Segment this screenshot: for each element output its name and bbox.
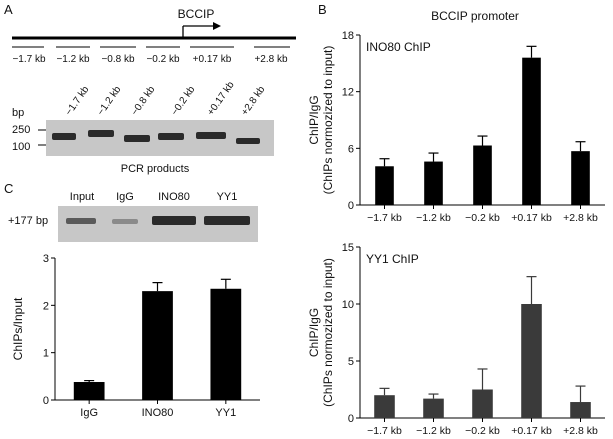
- y-tick-label: 10: [342, 299, 354, 311]
- tss-arrow-icon: [182, 22, 221, 38]
- y-tick-label: 3: [43, 253, 49, 265]
- bar: [521, 304, 542, 418]
- region-label: −0.8 kb: [101, 54, 135, 65]
- panel-a-letter: A: [4, 2, 13, 17]
- y-tick-label: 0: [43, 395, 49, 407]
- x-tick-label: −0.2 kb: [465, 425, 500, 437]
- x-tick-label: IgG: [80, 407, 98, 419]
- bar: [374, 395, 395, 418]
- region-label: −1.2 kb: [56, 54, 90, 65]
- bar: [570, 402, 591, 418]
- bar: [142, 291, 173, 400]
- y-axis-label: ChIP/IgG: [307, 308, 321, 357]
- y-axis-label: ChIP/IgG: [307, 95, 321, 144]
- x-tick-label: +0.17 kb: [511, 212, 552, 224]
- panel-c-letter: C: [4, 181, 13, 196]
- y-axis-label-2: (ChIPs normozized to input): [321, 46, 335, 195]
- x-tick-label: +2.8 kb: [563, 425, 598, 437]
- bar: [423, 398, 444, 418]
- x-tick-label: −1.7 kb: [367, 212, 402, 224]
- gel-a-lane-label: −0.8 kb: [129, 84, 157, 118]
- bar: [73, 382, 105, 400]
- x-tick-label: −0.2 kb: [465, 212, 500, 224]
- y-tick-label: 0: [348, 413, 354, 425]
- y-axis-label: ChIPs/Input: [11, 297, 25, 360]
- gel-c-lane-label: YY1: [217, 191, 238, 203]
- x-tick-label: −1.2 kb: [416, 425, 451, 437]
- gel-a-lane-label: −1.7 kb: [63, 84, 91, 118]
- gel-c-lane-label: INO80: [158, 191, 190, 203]
- y-tick-label: 12: [342, 87, 354, 99]
- y-axis-label-2: (ChIPs normozized to input): [321, 258, 335, 407]
- region-label: −1.7 kb: [12, 54, 46, 65]
- region-label: +0.17 kb: [193, 54, 232, 65]
- bar: [472, 389, 493, 418]
- gel-a-caption: PCR products: [121, 163, 190, 175]
- gel-a-marker-100: 100: [12, 141, 30, 153]
- gel-c-lane-label: IgG: [116, 191, 134, 203]
- chart-ino80-chip: 0 6 12 18 −1.7 kb −1.2 kb −0.2 kb +0.17 kb +2.8 …: [307, 30, 605, 224]
- x-tick-label: YY1: [215, 407, 236, 419]
- y-tick-label: 5: [348, 356, 354, 368]
- gel-a-bp-label: bp: [12, 107, 24, 119]
- gel-a-lane-label: +0.17 kb: [205, 79, 236, 117]
- bar: [522, 57, 541, 205]
- x-tick-label: −1.2 kb: [416, 212, 451, 224]
- gel-a-lane-label: −0.2 kb: [169, 84, 197, 118]
- chart-title: YY1 ChIP: [366, 252, 419, 266]
- y-tick-label: 6: [348, 143, 354, 155]
- y-tick-label: 15: [342, 242, 354, 254]
- x-tick-label: INO80: [142, 407, 174, 419]
- y-tick-label: 2: [43, 300, 49, 312]
- bar: [210, 288, 242, 400]
- gel-c-bands: [66, 216, 250, 225]
- gel-a-lane-label: −1.2 kb: [95, 84, 123, 118]
- x-tick-label: +2.8 kb: [563, 212, 598, 224]
- y-tick-label: 0: [348, 200, 354, 212]
- chart-yy1-chip: 0 5 10 15 −1.7 kb −1.2 kb −0.2 kb +0.17 kb +2.8 …: [307, 242, 605, 437]
- chart-chips-input: 0 1 2 3 IgG INO80 YY1 ChIPs/Input: [11, 253, 260, 419]
- x-tick-label: +0.17 kb: [511, 425, 552, 437]
- panel-b-title: BCCIP promoter: [431, 9, 519, 23]
- x-tick-label: −1.7 kb: [367, 425, 402, 437]
- gel-a-bands: [52, 130, 260, 144]
- gel-a-lane-label: +2.8 kb: [239, 84, 267, 118]
- region-label: −0.2 kb: [146, 54, 180, 65]
- gel-c-lane-label: Input: [70, 191, 94, 203]
- bar: [571, 151, 590, 205]
- y-tick-label: 1: [43, 348, 49, 360]
- region-label: +2.8 kb: [254, 54, 288, 65]
- bar: [473, 145, 492, 205]
- y-tick-label: 18: [342, 30, 354, 42]
- gel-c-row-label: +177 bp: [8, 215, 48, 227]
- bar: [375, 166, 394, 205]
- chart-title: INO80 ChIP: [366, 40, 431, 54]
- gene-label: BCCIP: [178, 7, 215, 21]
- panel-b-letter: B: [318, 2, 327, 17]
- bar: [424, 161, 443, 205]
- gel-a-marker-250: 250: [12, 124, 30, 136]
